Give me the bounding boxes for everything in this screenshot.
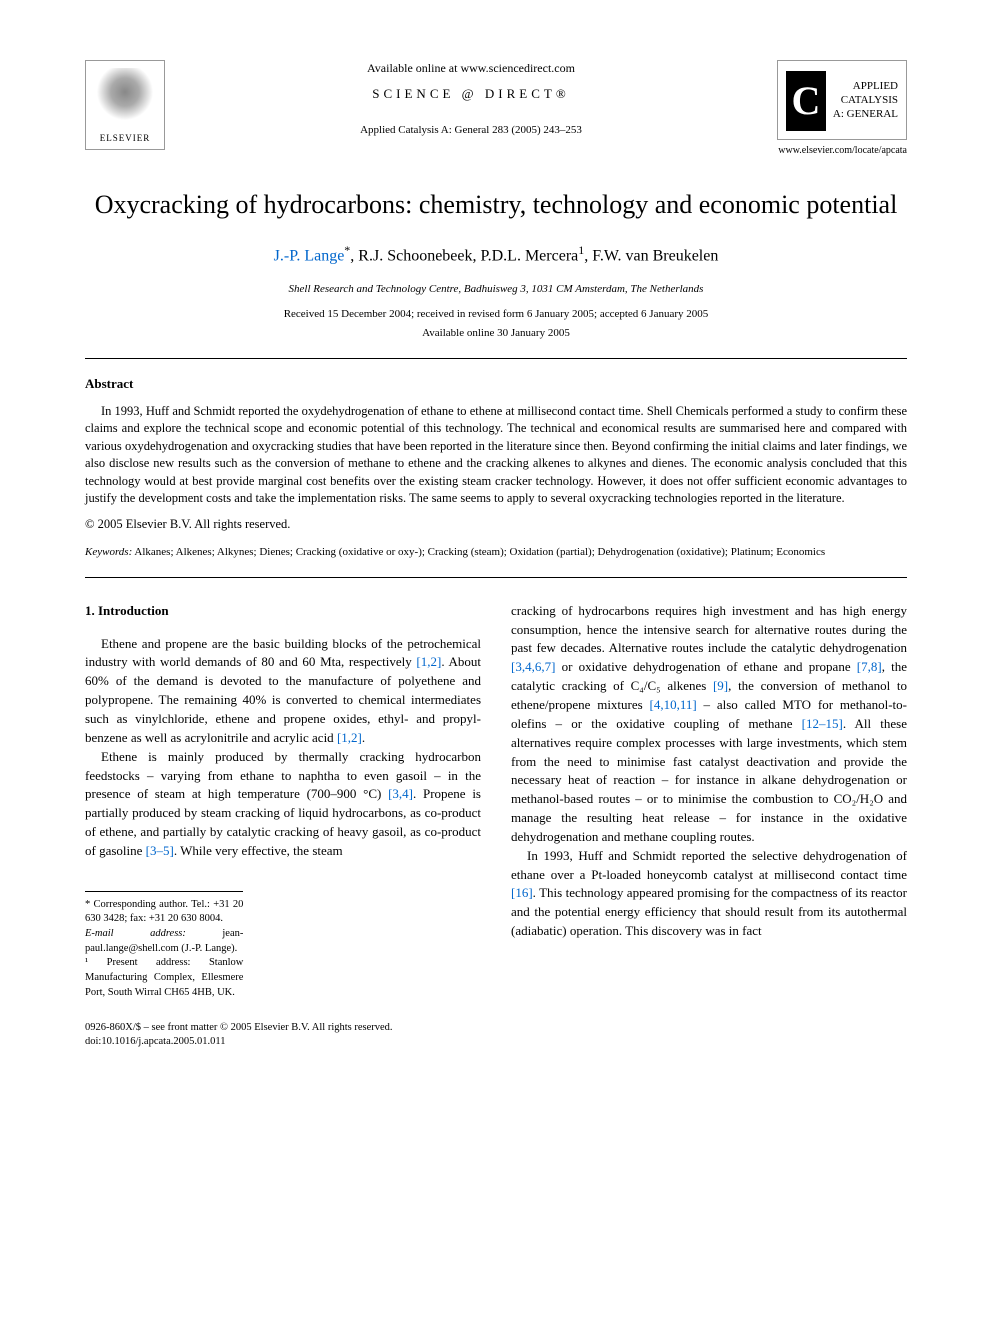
section-1-heading: 1. Introduction (85, 602, 481, 621)
journal-box-text: APPLIED CATALYSIS A: GENERAL (833, 79, 898, 122)
elsevier-label: ELSEVIER (100, 132, 151, 145)
footnote-1: ¹ Present address: Stanlow Manufacturing… (85, 956, 243, 1000)
journal-url: www.elsevier.com/locate/apcata (777, 144, 907, 158)
column-right: cracking of hydrocarbons requires high i… (511, 602, 907, 1001)
divider-bottom (85, 577, 907, 578)
ref-link[interactable]: [9] (713, 678, 728, 693)
ref-link[interactable]: [3,4,6,7] (511, 659, 555, 674)
footer-doi: doi:10.1016/j.apcata.2005.01.011 (85, 1035, 907, 1050)
journal-box: C APPLIED CATALYSIS A: GENERAL (777, 60, 907, 140)
keywords-line: Keywords: Alkanes; Alkenes; Alkynes; Die… (85, 545, 907, 560)
author-corresponding[interactable]: J.-P. Lange (274, 247, 345, 264)
email-line: E-mail address: jean-paul.lange@shell.co… (85, 927, 243, 956)
column-left: 1. Introduction Ethene and propene are t… (85, 602, 481, 1001)
dates-online: Available online 30 January 2005 (85, 326, 907, 341)
abstract-heading: Abstract (85, 375, 907, 393)
intro-para-1: Ethene and propene are the basic buildin… (85, 635, 481, 748)
keywords-label: Keywords: (85, 546, 132, 558)
divider-top (85, 358, 907, 359)
ref-link[interactable]: [4,10,11] (650, 697, 697, 712)
journal-c-icon: C (786, 71, 826, 131)
dates-received: Received 15 December 2004; received in r… (85, 307, 907, 322)
keywords-text: Alkanes; Alkenes; Alkynes; Dienes; Crack… (132, 546, 825, 558)
available-online-text: Available online at www.sciencedirect.co… (185, 60, 757, 77)
ref-link[interactable]: [3–5] (146, 843, 174, 858)
ref-link[interactable]: [16] (511, 885, 533, 900)
journal-reference: Applied Catalysis A: General 283 (2005) … (185, 123, 757, 138)
intro-para-3: cracking of hydrocarbons requires high i… (511, 602, 907, 847)
page-header: ELSEVIER Available online at www.science… (85, 60, 907, 158)
affiliation: Shell Research and Technology Centre, Ba… (85, 282, 907, 297)
authors-line: J.-P. Lange*, R.J. Schoonebeek, P.D.L. M… (85, 242, 907, 268)
page-footer: 0926-860X/$ – see front matter © 2005 El… (85, 1021, 907, 1050)
sciencedirect-logo: SCIENCE @ DIRECT® (185, 85, 757, 103)
center-header: Available online at www.sciencedirect.co… (165, 60, 777, 138)
ref-link[interactable]: [12–15] (802, 716, 843, 731)
ref-link[interactable]: [3,4] (388, 786, 413, 801)
journal-logo-block: C APPLIED CATALYSIS A: GENERAL www.elsev… (777, 60, 907, 158)
abstract-text: In 1993, Huff and Schmidt reported the o… (85, 403, 907, 508)
abstract-copyright: © 2005 Elsevier B.V. All rights reserved… (85, 516, 907, 534)
footer-front-matter: 0926-860X/$ – see front matter © 2005 El… (85, 1021, 907, 1036)
elsevier-tree-icon (95, 68, 155, 128)
elsevier-logo: ELSEVIER (85, 60, 165, 150)
ref-link[interactable]: [1,2] (337, 730, 362, 745)
corresponding-author-note: * Corresponding author. Tel.: +31 20 630… (85, 898, 243, 927)
footnotes: * Corresponding author. Tel.: +31 20 630… (85, 891, 243, 1001)
ref-link[interactable]: [7,8] (857, 659, 882, 674)
ref-link[interactable]: [1,2] (416, 654, 441, 669)
article-title: Oxycracking of hydrocarbons: chemistry, … (85, 188, 907, 222)
intro-para-2: Ethene is mainly produced by thermally c… (85, 748, 481, 861)
intro-para-4: In 1993, Huff and Schmidt reported the s… (511, 847, 907, 941)
body-columns: 1. Introduction Ethene and propene are t… (85, 602, 907, 1001)
